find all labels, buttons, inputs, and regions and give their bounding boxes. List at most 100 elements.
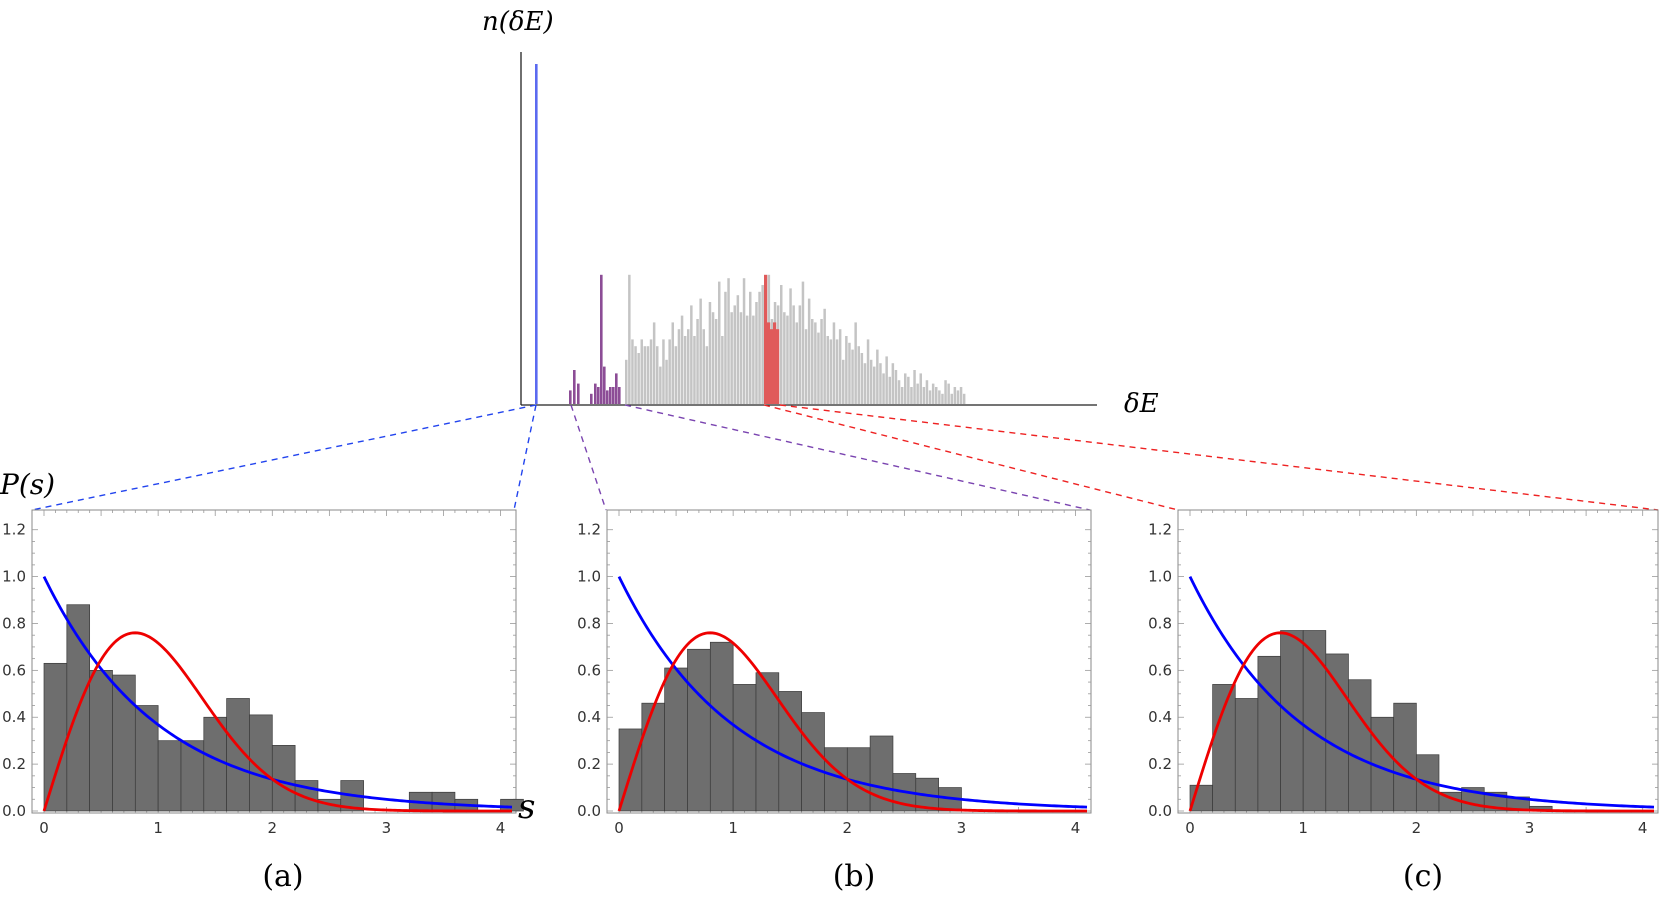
connector-purple-right: [624, 404, 1091, 511]
histogram-bar: [431, 791, 456, 812]
spectrum-bar-gray: [643, 346, 647, 404]
spectrum-bar-gray: [866, 339, 870, 404]
spectrum-bar-gray: [702, 329, 705, 404]
histogram-bar: [157, 740, 182, 812]
histogram-bar: [641, 702, 666, 812]
spectrum-bar-gray: [646, 346, 650, 404]
spectrum-bar-gray: [817, 332, 820, 404]
y-tick-label: 0.6: [577, 661, 601, 679]
histogram-bar: [664, 667, 688, 812]
spectrum-bar-gray: [699, 298, 702, 404]
wigner-dyson-curve: [1188, 631, 1654, 813]
x-tick-label: 2: [268, 819, 278, 837]
panel-c-caption: (c): [1403, 859, 1443, 894]
panel-b-caption: (b): [833, 859, 876, 894]
spectrum-bar-gray: [659, 366, 662, 404]
spectrum-bar-gray: [838, 329, 842, 404]
spectrum-bar-gray: [842, 359, 845, 404]
spectrum-bar-gray: [916, 383, 919, 404]
spectrum-bar-gray: [755, 302, 758, 404]
histogram-bar: [709, 641, 734, 812]
x-tick-label: 2: [1412, 819, 1422, 837]
spectrum-bar-gray: [823, 308, 826, 404]
wigner-dyson-curve: [42, 631, 512, 813]
spectrum-bar-purple: [615, 373, 618, 404]
spectrum-bar-gray: [804, 329, 808, 404]
spectrum-bar-purple: [609, 387, 612, 404]
y-tick-label: 0.0: [577, 802, 601, 820]
spectrum-bar-gray: [907, 376, 910, 404]
histogram-bar: [1348, 679, 1372, 812]
histogram-bar: [271, 745, 296, 812]
panel-a: 0 1 2 3 4 0.0 0.2 0.4 0.6 0.8 1.0 1.2: [2, 509, 524, 837]
spectrum-bar-gray: [944, 380, 947, 404]
spectrum-bar-gray: [807, 298, 811, 404]
spectrum-bar-gray: [736, 295, 740, 404]
x-tick-label: 2: [843, 819, 853, 837]
spectrum-bar-gray: [640, 339, 643, 404]
spectrum-bar-purple: [597, 387, 600, 404]
spectrum-bar-gray: [739, 312, 743, 404]
spectrum-bar-gray: [913, 370, 916, 404]
connector-red-left: [763, 404, 1179, 511]
spectrum-bar-red: [764, 274, 768, 404]
spectrum-bar-gray: [649, 339, 653, 404]
connector-purple-left: [570, 404, 607, 511]
spectrum-bar-gray: [668, 339, 671, 404]
spectrum-bar-gray: [953, 387, 957, 404]
histogram-bar: [1212, 684, 1236, 812]
panel-frame: [1177, 509, 1659, 814]
spectrum-bar-gray: [786, 315, 789, 404]
spectrum-bar-gray: [845, 336, 848, 404]
spectrum-bar-gray: [947, 383, 950, 404]
spectrum-bar-gray: [652, 322, 656, 404]
spectrum-bar-red: [770, 329, 774, 404]
histogram-bar: [778, 691, 802, 812]
x-tick-label: 1: [153, 819, 163, 837]
panel-y-label: P(s): [0, 468, 55, 501]
spectrum-bar-gray: [882, 373, 885, 404]
histogram-bar: [203, 716, 227, 812]
spectrum-bar-gray: [683, 336, 687, 404]
spectrum-bar-gray: [690, 305, 693, 404]
y-tick-label: 0.6: [2, 661, 26, 679]
spectrum-bar-gray: [922, 387, 926, 404]
y-tick-label: 1.2: [2, 521, 26, 539]
spectrum-bar-gray: [628, 274, 631, 404]
histogram-bar: [1257, 655, 1281, 812]
spectrum-bars: [535, 64, 966, 404]
spectrum-bar-gray: [885, 356, 888, 404]
x-tick-label: 3: [1525, 819, 1535, 837]
y-tick-label: 0.0: [2, 802, 26, 820]
x-tick-label: 4: [1638, 819, 1648, 837]
poisson-curve: [617, 575, 1088, 809]
spectrum-bar-gray: [687, 329, 690, 404]
spectrum-bar-gray: [745, 315, 749, 404]
spectrum-bar-gray: [680, 315, 684, 404]
spectrum-bar-purple: [600, 274, 603, 404]
y-tick-label: 0.8: [1148, 614, 1172, 632]
spectrum-bar-gray: [780, 285, 783, 404]
y-tick-label: 0.4: [577, 708, 601, 726]
y-tick-label: 0.2: [1148, 755, 1172, 773]
spectrum-bar-gray: [941, 393, 944, 404]
spectrum-bar-gray: [783, 312, 786, 404]
spectrum-bar-gray: [637, 353, 640, 404]
spectrum-bar-gray: [792, 305, 795, 404]
spectrum-bar-purple: [573, 370, 576, 404]
panel-frame: [606, 509, 1092, 814]
histogram-bar: [1393, 702, 1417, 812]
spectrum-bar-gray: [897, 380, 901, 404]
y-tick-label: 0.2: [2, 755, 26, 773]
histogram-bar: [1234, 698, 1259, 812]
spectrum-bar-gray: [869, 359, 873, 404]
x-tick-label: 0: [1185, 819, 1195, 837]
spectrum-bar-red: [773, 322, 777, 404]
spectrum-bar-gray: [671, 322, 674, 404]
spectrum-bar-gray: [826, 336, 829, 404]
spectrum-bar-gray: [888, 376, 891, 404]
spectrum-bar-gray: [749, 291, 752, 404]
x-tick-label: 4: [496, 819, 506, 837]
spectrum-bar-gray: [665, 359, 668, 404]
